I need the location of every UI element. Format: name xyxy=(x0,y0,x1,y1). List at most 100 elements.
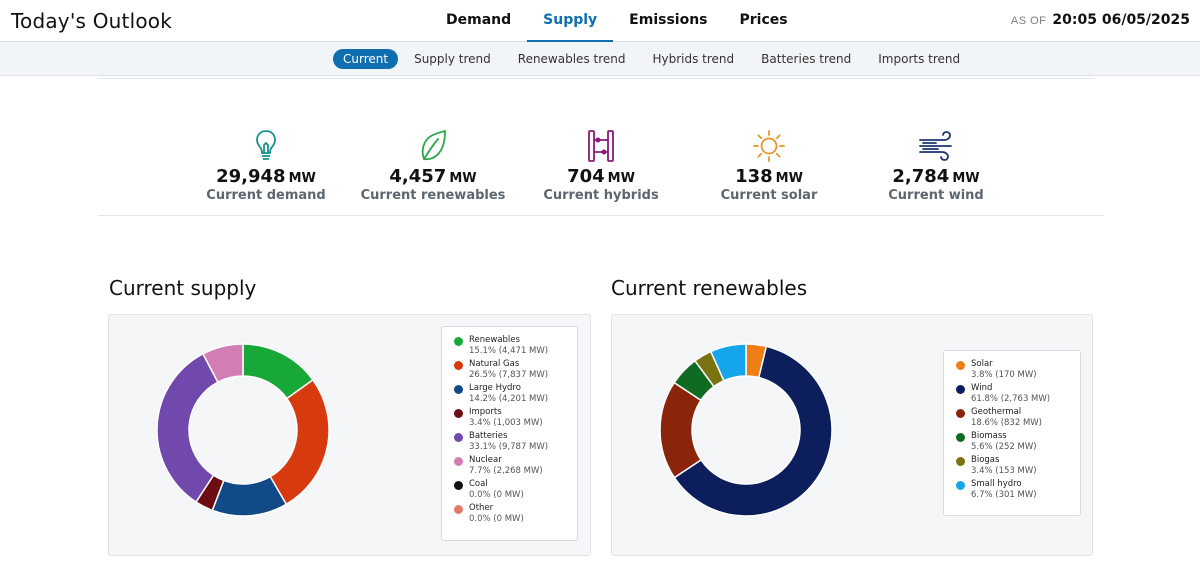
tab-supply[interactable]: Supply xyxy=(527,0,614,43)
stat-label: Current renewables xyxy=(360,188,506,203)
legend-name: Small hydro xyxy=(971,479,1022,489)
renewables-legend-item-wind[interactable]: Wind 61.8% (2,763 MW) xyxy=(956,383,1070,404)
tab-emissions[interactable]: Emissions xyxy=(629,12,708,28)
renewables-slice-small-hydro[interactable] xyxy=(709,343,747,382)
subtab-renewables-trend[interactable]: Renewables trend xyxy=(517,52,626,66)
legend-text: Renewables 15.1% (4,471 MW) xyxy=(469,335,548,356)
sub-navigation: Current Supply trend Renewables trend Hy… xyxy=(0,42,1200,76)
app-title: Today's Outlook xyxy=(11,9,172,33)
supply-legend-item-renewables[interactable]: Renewables 15.1% (4,471 MW) xyxy=(454,335,567,356)
stat-unit: MW xyxy=(952,171,980,186)
stat-value-line: 29,948 MW xyxy=(181,166,351,187)
legend-text: Natural Gas 26.5% (7,837 MW) xyxy=(469,359,548,380)
legend-text: Nuclear 7.7% (2,268 MW) xyxy=(469,455,543,476)
subtab-batteries-trend[interactable]: Batteries trend xyxy=(761,52,852,66)
stat-value-line: 138 MW xyxy=(684,166,854,187)
legend-name: Solar xyxy=(971,359,993,369)
sun-icon xyxy=(684,128,854,164)
supply-legend-item-coal[interactable]: Coal 0.0% (0 MW) xyxy=(454,479,567,500)
legend-name: Nuclear xyxy=(469,455,502,465)
supply-legend-item-large-hydro[interactable]: Large Hydro 14.2% (4,201 MW) xyxy=(454,383,567,404)
stat-unit: MW xyxy=(288,171,316,186)
renewables-legend-item-biogas[interactable]: Biogas 3.4% (153 MW) xyxy=(956,455,1070,476)
divider xyxy=(98,78,1094,79)
as-of-label: AS OF xyxy=(1010,15,1047,27)
legend-name: Imports xyxy=(469,407,502,417)
legend-text: Wind 61.8% (2,763 MW) xyxy=(971,383,1050,404)
legend-name: Coal xyxy=(469,479,488,489)
current-supply-panel: Renewables 15.1% (4,471 MW) Natural Gas 26.… xyxy=(108,314,591,556)
legend-text: Small hydro 6.7% (301 MW) xyxy=(971,479,1037,500)
sub-tabs: Current Supply trend Renewables trend Hy… xyxy=(333,49,987,69)
stat-label: Current demand xyxy=(206,188,326,203)
legend-detail: 3.4% (1,003 MW) xyxy=(469,417,543,428)
legend-detail: 18.6% (832 MW) xyxy=(971,417,1043,428)
legend-detail: 6.7% (301 MW) xyxy=(971,489,1037,500)
legend-name: Batteries xyxy=(469,431,508,441)
subtab-supply-trend[interactable]: Supply trend xyxy=(414,52,491,66)
stat-current-wind: 2,784 MW Current wind xyxy=(851,128,1021,203)
as-of-value: 20:05 06/05/2025 xyxy=(1052,12,1190,28)
legend-name: Other xyxy=(469,503,494,513)
renewables-legend-item-small-hydro[interactable]: Small hydro 6.7% (301 MW) xyxy=(956,479,1070,500)
stat-unit: MW xyxy=(449,171,477,186)
supply-legend-item-imports[interactable]: Imports 3.4% (1,003 MW) xyxy=(454,407,567,428)
tab-demand[interactable]: Demand xyxy=(446,12,512,28)
stat-current-hybrids: 704 MW Current hybrids xyxy=(516,128,686,203)
renewables-legend-item-solar[interactable]: Solar 3.8% (170 MW) xyxy=(956,359,1070,380)
renewables-donut-chart xyxy=(659,343,833,517)
legend-swatch xyxy=(454,337,463,346)
supply-donut-chart xyxy=(156,343,330,517)
stat-value-line: 2,784 MW xyxy=(851,166,1021,187)
supply-legend-item-batteries[interactable]: Batteries 33.1% (9,787 MW) xyxy=(454,431,567,452)
legend-swatch xyxy=(956,385,965,394)
legend-text: Large Hydro 14.2% (4,201 MW) xyxy=(469,383,548,404)
legend-text: Biogas 3.4% (153 MW) xyxy=(971,455,1037,476)
legend-swatch xyxy=(454,505,463,514)
supply-slice-natural-gas[interactable] xyxy=(269,378,330,506)
legend-swatch xyxy=(454,361,463,370)
legend-name: Renewables xyxy=(469,335,520,345)
supply-legend-item-nuclear[interactable]: Nuclear 7.7% (2,268 MW) xyxy=(454,455,567,476)
tab-prices[interactable]: Prices xyxy=(739,12,788,28)
stat-value: 29,948 xyxy=(216,166,286,187)
subtab-current[interactable]: Current xyxy=(333,49,399,69)
stat-value-line: 704 MW xyxy=(516,166,686,187)
subtab-imports-trend[interactable]: Imports trend xyxy=(878,52,961,66)
legend-detail: 26.5% (7,837 MW) xyxy=(469,369,549,380)
hybrid-icon xyxy=(516,128,686,164)
legend-swatch xyxy=(454,457,463,466)
stat-unit: MW xyxy=(775,171,803,186)
stat-label: Current solar xyxy=(720,188,818,203)
legend-detail: 0.0% (0 MW) xyxy=(469,489,524,500)
legend-detail: 0.0% (0 MW) xyxy=(469,513,524,524)
top-header: Today's Outlook Demand Supply Emissions … xyxy=(0,0,1200,43)
stat-current-demand: 29,948 MW Current demand xyxy=(181,128,351,203)
supply-slice-nuclear[interactable] xyxy=(201,343,244,384)
legend-name: Natural Gas xyxy=(469,359,520,369)
current-renewables-title: Current renewables xyxy=(611,276,808,300)
supply-legend-item-other[interactable]: Other 0.0% (0 MW) xyxy=(454,503,567,524)
renewables-legend-item-geothermal[interactable]: Geothermal 18.6% (832 MW) xyxy=(956,407,1070,428)
legend-swatch xyxy=(956,457,965,466)
legend-swatch xyxy=(454,409,463,418)
legend-text: Geothermal 18.6% (832 MW) xyxy=(971,407,1042,428)
supply-legend-item-natural-gas[interactable]: Natural Gas 26.5% (7,837 MW) xyxy=(454,359,567,380)
legend-detail: 3.8% (170 MW) xyxy=(971,369,1037,380)
legend-name: Geothermal xyxy=(971,407,1022,417)
stat-value: 138 xyxy=(735,166,773,187)
as-of-timestamp: AS OF 20:05 06/05/2025 xyxy=(1011,12,1190,28)
renewables-slice-wind[interactable] xyxy=(673,345,833,517)
subtab-hybrids-trend[interactable]: Hybrids trend xyxy=(652,52,735,66)
renewables-legend-item-biomass[interactable]: Biomass 5.6% (252 MW) xyxy=(956,431,1070,452)
supply-slice-batteries[interactable] xyxy=(156,352,219,504)
current-renewables-panel: Solar 3.8% (170 MW) Wind 61.8% (2,763 MW) Ge… xyxy=(611,314,1093,556)
legend-detail: 14.2% (4,201 MW) xyxy=(469,393,549,404)
legend-detail: 5.6% (252 MW) xyxy=(971,441,1037,452)
renewables-legend: Solar 3.8% (170 MW) Wind 61.8% (2,763 MW) Ge… xyxy=(943,350,1081,516)
legend-text: Coal 0.0% (0 MW) xyxy=(469,479,524,500)
legend-swatch xyxy=(956,433,965,442)
stat-current-solar: 138 MW Current solar xyxy=(684,128,854,203)
stat-label: Current wind xyxy=(888,188,984,203)
